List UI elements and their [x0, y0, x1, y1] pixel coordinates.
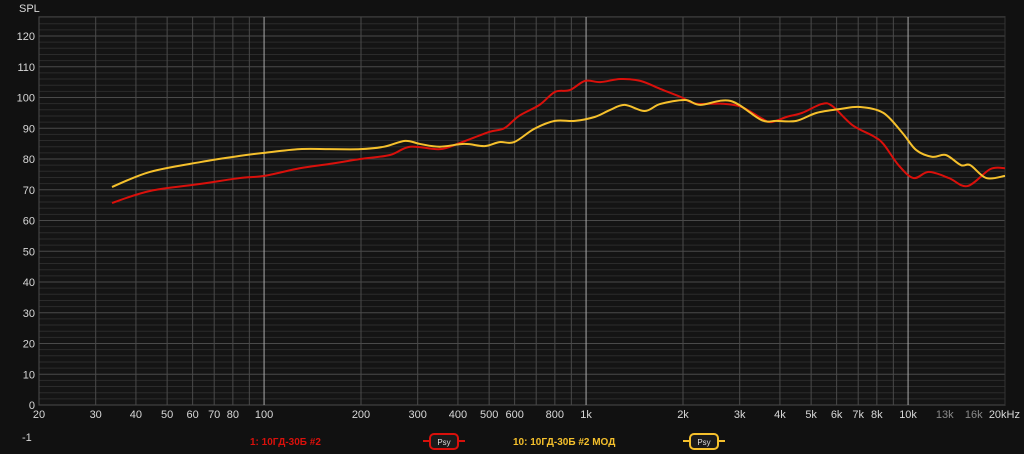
legend: 1: 10ГД-30Б #2 Psy 10: 10ГД-30Б #2 МОД Psy — [250, 433, 725, 450]
x-tick-label: 40 — [130, 409, 142, 421]
x-tick-label: 800 — [546, 409, 564, 421]
x-tick-label: 400 — [449, 409, 467, 421]
legend-badge — [429, 433, 459, 450]
x-tick-label: 3k — [734, 409, 746, 421]
x-tick-label: 70 — [208, 409, 220, 421]
legend-badge — [689, 433, 719, 450]
y-tick-label: 80 — [23, 154, 35, 166]
y-tick-label: 0 — [29, 400, 35, 412]
grid — [38, 16, 1006, 406]
x-tick-label: 7k — [852, 409, 864, 421]
y-tick-label: 90 — [23, 123, 35, 135]
y-tick-label: 120 — [17, 31, 35, 43]
y-ticks: 0 10 20 30 40 50 60 70 80 90 100 110 120 — [17, 31, 35, 412]
y-tick-label: 110 — [17, 62, 35, 74]
series-lines — [111, 78, 1006, 204]
x-tick-label: 2k — [677, 409, 689, 421]
y-tick-label: 100 — [17, 93, 35, 105]
x-tick-label: 600 — [505, 409, 523, 421]
x-tick-label: 200 — [352, 409, 370, 421]
x-tick-label: 60 — [187, 409, 199, 421]
legend-badge-label: Psy — [697, 438, 710, 447]
x-tick-label: 10k — [899, 409, 917, 421]
y-tick-label: 60 — [23, 216, 35, 228]
series-line-2 — [111, 98, 1006, 188]
x-ticks: 20 30 40 50 60 70 80 100 200 300 400 500 600 800 1k 2k 3… — [33, 409, 1020, 421]
series-line-1 — [111, 78, 1006, 204]
y-tick-label: 40 — [23, 277, 35, 289]
legend-badge-label: Psy — [437, 438, 450, 447]
x-tick-label: 50 — [161, 409, 173, 421]
x-tick-label: 13k — [936, 409, 954, 421]
plot-area — [38, 16, 1006, 406]
y-tick-label: 50 — [23, 246, 35, 258]
x-tick-label: 1k — [580, 409, 592, 421]
x-tick-label: 30 — [90, 409, 102, 421]
x-tick-label: 100 — [255, 409, 273, 421]
x-tick-label: 4k — [774, 409, 786, 421]
x-tick-label: 80 — [227, 409, 239, 421]
x-tick-label: 20kHz — [989, 409, 1020, 421]
x-tick-label: 6k — [831, 409, 843, 421]
y-axis-label: SPL — [19, 3, 40, 15]
y-tick-label: 70 — [23, 185, 35, 197]
x-tick-label: 20 — [33, 409, 45, 421]
y-extra-label: -1 — [22, 432, 32, 444]
legend-label: 10: 10ГД-30Б #2 МОД — [513, 437, 615, 448]
x-tick-label: 8k — [871, 409, 883, 421]
y-tick-label: 30 — [23, 308, 35, 320]
y-tick-label: 20 — [23, 339, 35, 351]
x-tick-label: 500 — [480, 409, 498, 421]
legend-label: 1: 10ГД-30Б #2 — [250, 437, 321, 448]
x-tick-label: 16k — [965, 409, 983, 421]
x-tick-label: 300 — [409, 409, 427, 421]
x-tick-label: 5k — [805, 409, 817, 421]
y-tick-label: 10 — [23, 369, 35, 381]
